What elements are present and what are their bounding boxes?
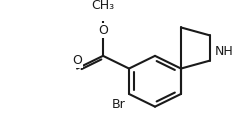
Text: O: O <box>72 54 82 67</box>
Text: O: O <box>98 24 108 37</box>
Text: CH₃: CH₃ <box>91 0 115 12</box>
Text: NH: NH <box>214 45 233 58</box>
Text: Br: Br <box>111 98 125 111</box>
